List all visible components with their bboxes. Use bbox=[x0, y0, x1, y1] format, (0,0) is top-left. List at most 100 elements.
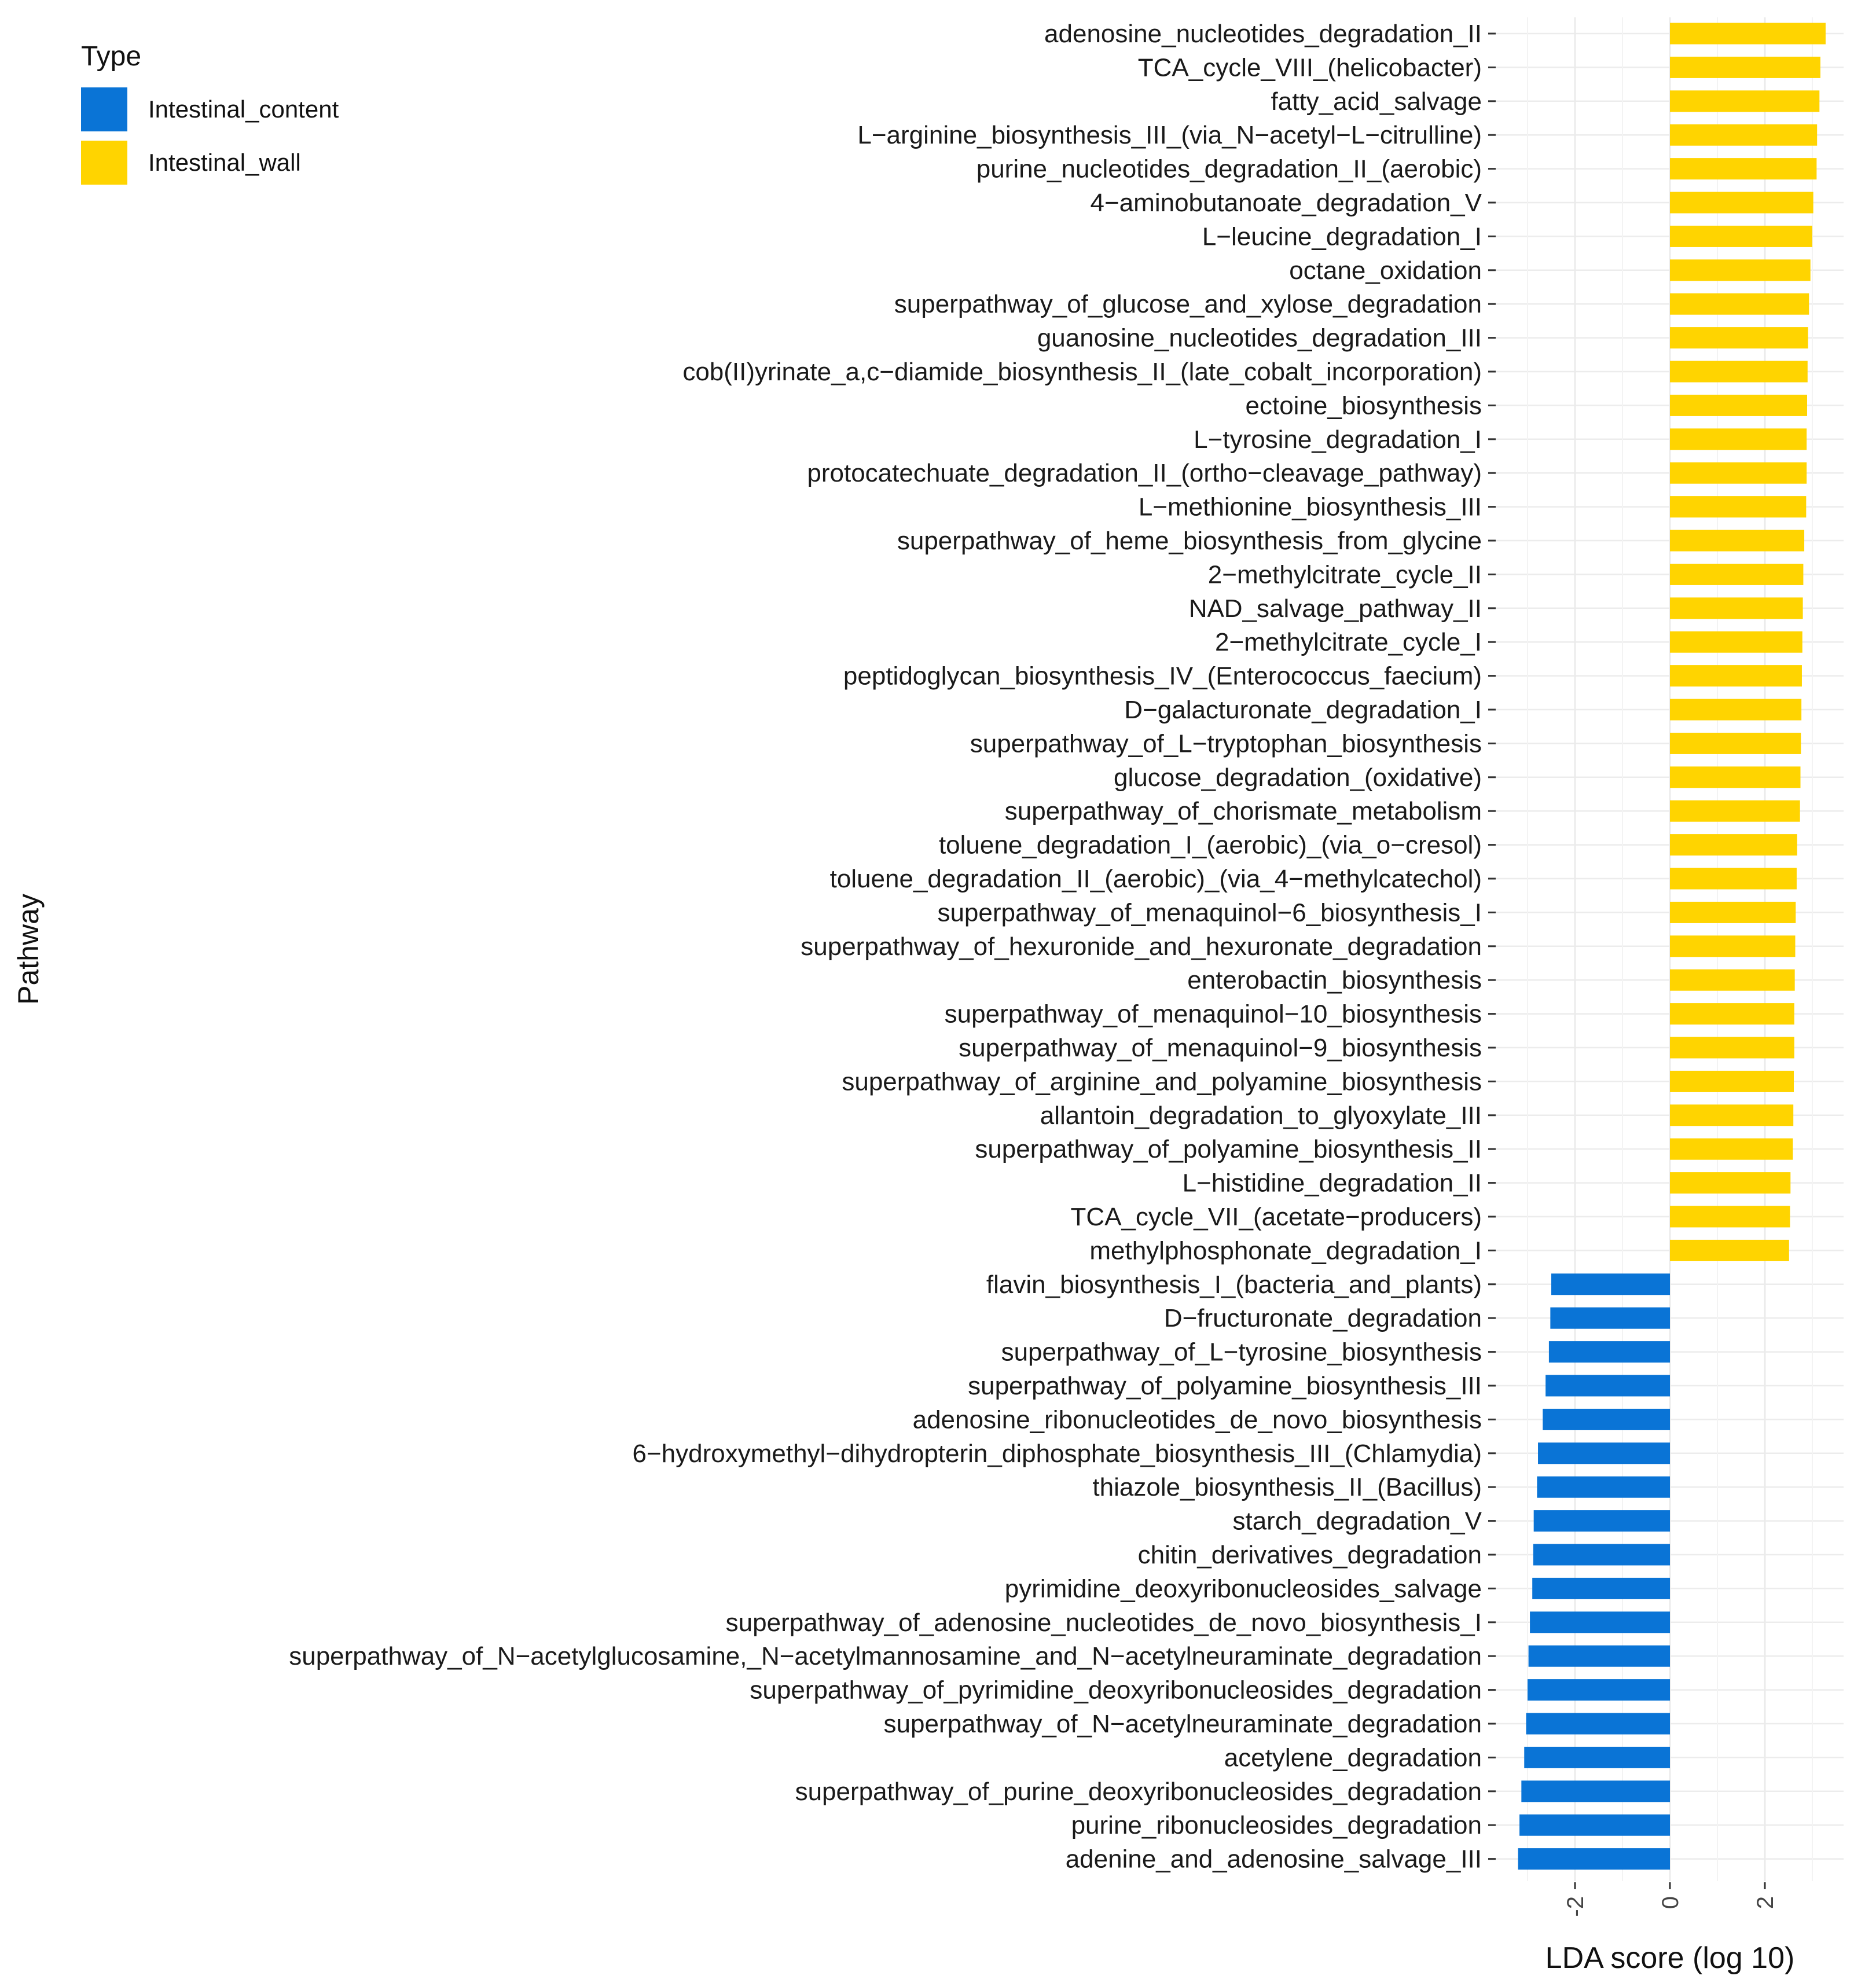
bar-intestinal-content bbox=[1548, 1341, 1670, 1363]
y-tick-label: acetylene_degradation bbox=[1224, 1743, 1482, 1772]
bar-intestinal-wall bbox=[1670, 1172, 1791, 1194]
y-tick-label: purine_nucleotides_degradation_II_(aerob… bbox=[976, 155, 1482, 183]
bar-intestinal-content bbox=[1526, 1713, 1670, 1735]
y-tick-label: starch_degradation_V bbox=[1232, 1507, 1482, 1536]
x-tick-label: 2 bbox=[1753, 1896, 1778, 1909]
y-tick-label: adenosine_ribonucleotides_de_novo_biosyn… bbox=[913, 1405, 1482, 1434]
bar-intestinal-wall bbox=[1670, 293, 1809, 315]
bar-intestinal-wall bbox=[1670, 124, 1818, 146]
y-tick-label: flavin_biosynthesis_I_(bacteria_and_plan… bbox=[986, 1270, 1482, 1299]
bar-intestinal-wall bbox=[1670, 665, 1802, 687]
bar-intestinal-wall bbox=[1670, 1104, 1794, 1126]
y-tick-label: superpathway_of_L−tryptophan_biosynthesi… bbox=[970, 729, 1482, 758]
bar-intestinal-content bbox=[1532, 1577, 1670, 1599]
bar-intestinal-wall bbox=[1670, 462, 1807, 484]
bar-intestinal-wall bbox=[1670, 732, 1801, 754]
bar-intestinal-content bbox=[1550, 1307, 1670, 1329]
y-tick-label: allantoin_degradation_to_glyoxylate_III bbox=[1040, 1101, 1482, 1130]
y-tick-label: methylphosphonate_degradation_I bbox=[1089, 1236, 1482, 1265]
y-tick-label: guanosine_nucleotides_degradation_III bbox=[1037, 324, 1482, 352]
legend-swatch-intestinal-content bbox=[81, 87, 127, 131]
bar-intestinal-wall bbox=[1670, 1206, 1790, 1228]
bar-intestinal-content bbox=[1528, 1645, 1670, 1667]
y-tick-label: 2−methylcitrate_cycle_I bbox=[1215, 628, 1482, 656]
bar-intestinal-wall bbox=[1670, 1239, 1789, 1261]
bar-intestinal-wall bbox=[1670, 1003, 1794, 1025]
y-tick-label: adenine_and_adenosine_salvage_III bbox=[1066, 1845, 1482, 1874]
bar-intestinal-wall bbox=[1670, 158, 1817, 180]
bar-intestinal-wall bbox=[1670, 225, 1812, 247]
y-tick-label: purine_ribonucleosides_degradation bbox=[1071, 1811, 1482, 1839]
y-tick-label: superpathway_of_heme_biosynthesis_from_g… bbox=[897, 527, 1482, 555]
x-axis-ticks: -2 0 2 bbox=[1563, 1882, 1778, 1917]
y-tick-label: peptidoglycan_biosynthesis_IV_(Enterococ… bbox=[843, 662, 1482, 691]
bars bbox=[1518, 23, 1826, 1870]
legend-item-intestinal-wall: Intestinal_wall bbox=[81, 141, 339, 185]
bar-intestinal-wall bbox=[1670, 1070, 1794, 1092]
bar-intestinal-content bbox=[1524, 1746, 1670, 1768]
bar-intestinal-wall bbox=[1670, 935, 1796, 957]
y-tick-label: protocatechuate_degradation_II_(ortho−cl… bbox=[807, 459, 1482, 487]
bar-intestinal-wall bbox=[1670, 361, 1808, 383]
bar-intestinal-content bbox=[1545, 1375, 1670, 1397]
y-tick-label: thiazole_biosynthesis_II_(Bacillus) bbox=[1092, 1473, 1482, 1501]
y-tick-label: superpathway_of_adenosine_nucleotides_de… bbox=[726, 1609, 1482, 1637]
bar-intestinal-wall bbox=[1670, 800, 1800, 822]
y-tick-label: glucose_degradation_(oxidative) bbox=[1114, 763, 1482, 792]
bar-intestinal-wall bbox=[1670, 496, 1807, 518]
y-tick-label: TCA_cycle_VII_(acetate−producers) bbox=[1071, 1203, 1482, 1231]
y-tick-label: 2−methylcitrate_cycle_II bbox=[1208, 560, 1482, 589]
x-tick-label: 0 bbox=[1658, 1896, 1683, 1909]
bar-intestinal-wall bbox=[1670, 901, 1796, 923]
legend-label-intestinal-wall: Intestinal_wall bbox=[148, 149, 301, 176]
bar-intestinal-wall bbox=[1670, 428, 1807, 450]
y-tick-label: adenosine_nucleotides_degradation_II bbox=[1044, 20, 1482, 48]
y-tick-label: L−tyrosine_degradation_I bbox=[1194, 425, 1482, 454]
legend-title: Type bbox=[81, 41, 142, 72]
y-tick-label: superpathway_of_N−acetylglucosamine,_N−a… bbox=[289, 1642, 1482, 1670]
y-tick-label: superpathway_of_menaquinol−9_biosynthesi… bbox=[959, 1034, 1482, 1062]
y-tick-label: TCA_cycle_VIII_(helicobacter) bbox=[1138, 53, 1482, 82]
bar-intestinal-wall bbox=[1670, 192, 1813, 214]
legend: Type Intestinal_content Intestinal_wall bbox=[81, 41, 339, 194]
bar-intestinal-content bbox=[1551, 1273, 1670, 1295]
y-tick-label: superpathway_of_chorismate_metabolism bbox=[1005, 797, 1482, 825]
y-tick-label: toluene_degradation_I_(aerobic)_(via_o−c… bbox=[939, 831, 1482, 860]
bar-intestinal-content bbox=[1530, 1611, 1670, 1633]
bar-intestinal-wall bbox=[1670, 563, 1804, 585]
y-tick-label: superpathway_of_hexuronide_and_hexuronat… bbox=[801, 932, 1482, 961]
bar-intestinal-content bbox=[1518, 1848, 1670, 1870]
y-tick-label: NAD_salvage_pathway_II bbox=[1189, 594, 1482, 623]
y-tick-label: L−arginine_biosynthesis_III_(via_N−acety… bbox=[857, 121, 1482, 149]
bar-intestinal-content bbox=[1521, 1780, 1670, 1802]
bar-intestinal-content bbox=[1538, 1442, 1670, 1464]
bar-intestinal-content bbox=[1533, 1510, 1670, 1532]
y-tick-label: superpathway_of_polyamine_biosynthesis_I… bbox=[968, 1372, 1482, 1400]
bar-intestinal-content bbox=[1533, 1544, 1670, 1566]
y-tick-label: D−fructuronate_degradation bbox=[1164, 1304, 1482, 1332]
bar-intestinal-wall bbox=[1670, 868, 1797, 890]
y-tick-label: superpathway_of_L−tyrosine_biosynthesis bbox=[1001, 1338, 1482, 1367]
y-tick-label: 4−aminobutanoate_degradation_V bbox=[1091, 189, 1482, 217]
y-tick-label: pyrimidine_deoxyribonucleosides_salvage bbox=[1005, 1574, 1482, 1603]
y-tick-label: D−galacturonate_degradation_I bbox=[1124, 696, 1482, 724]
legend-label-intestinal-content: Intestinal_content bbox=[148, 96, 339, 123]
y-tick-label: superpathway_of_glucose_and_xylose_degra… bbox=[894, 290, 1482, 318]
bar-intestinal-wall bbox=[1670, 969, 1795, 991]
bar-intestinal-content bbox=[1519, 1814, 1670, 1836]
y-tick-label: 6−hydroxymethyl−dihydropterin_diphosphat… bbox=[632, 1439, 1482, 1468]
y-tick-label: cob(II)yrinate_a,c−diamide_biosynthesis_… bbox=[682, 358, 1482, 386]
y-tick-label: superpathway_of_polyamine_biosynthesis_I… bbox=[975, 1135, 1482, 1163]
y-tick-label: chitin_derivatives_degradation bbox=[1138, 1541, 1482, 1569]
bar-intestinal-content bbox=[1543, 1408, 1670, 1430]
bar-intestinal-wall bbox=[1670, 530, 1805, 552]
bar-intestinal-wall bbox=[1670, 1138, 1793, 1160]
y-axis-label: Pathway bbox=[12, 894, 45, 1005]
y-tick-label: superpathway_of_pyrimidine_deoxyribonucl… bbox=[750, 1676, 1482, 1705]
bar-intestinal-wall bbox=[1670, 394, 1807, 416]
y-tick-label: ectoine_biosynthesis bbox=[1246, 391, 1482, 420]
bar-intestinal-content bbox=[1528, 1679, 1670, 1701]
bar-intestinal-wall bbox=[1670, 1037, 1794, 1059]
